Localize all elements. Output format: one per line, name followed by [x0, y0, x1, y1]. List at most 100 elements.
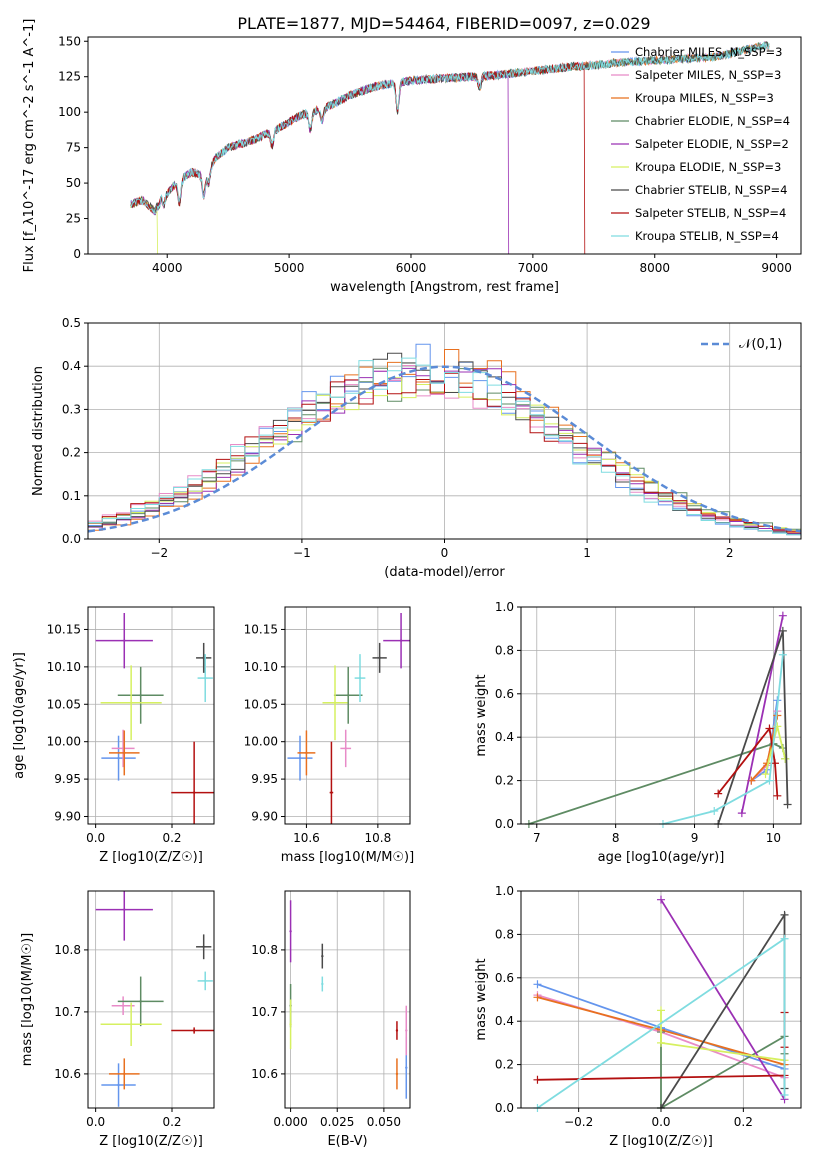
x-tick-label: 4000 — [152, 261, 183, 275]
weight-marker — [780, 1090, 789, 1099]
axes-frame — [284, 606, 411, 825]
data-point — [123, 751, 126, 755]
x-axis-label: age [log10(age/yr)] — [598, 850, 725, 865]
mass_vs_ebv-panel: 0.000 0.025 0.050 10.6 10.7 10.8 E(B-V) — [251, 890, 411, 1149]
data-point — [129, 1023, 133, 1026]
x-tick-label: 7 — [533, 831, 541, 845]
legend-label: Kroupa ELODIE, N_SSP=3 — [635, 160, 781, 174]
x-tick-label: 1 — [583, 546, 591, 560]
x-tick-label: 9000 — [761, 261, 792, 275]
y-tick-label: 10.05 — [244, 697, 278, 711]
y-tick-label: 10.15 — [244, 622, 278, 636]
y-tick-label: 10.00 — [244, 735, 278, 749]
weight-marker — [533, 993, 542, 1002]
x-tick-label: 0 — [441, 546, 449, 560]
data-point — [204, 676, 207, 680]
weight-marker — [765, 724, 774, 733]
y-tick-label: 0 — [73, 247, 81, 261]
y-tick-label: 0.1 — [62, 489, 81, 503]
y-tick-label: 10.15 — [47, 622, 81, 636]
weight-marker — [533, 1075, 542, 1084]
data-point — [298, 756, 302, 760]
y-tick-label: 10.8 — [54, 943, 81, 957]
x-tick-label: 0.2 — [734, 1115, 753, 1129]
y-tick-label: 0.3 — [62, 402, 81, 416]
x-tick-label: −0.2 — [564, 1115, 593, 1129]
x-axis-label: E(B-V) — [327, 1134, 367, 1149]
x-tick-label: −1 — [293, 546, 311, 560]
spectrum-panel: 4000 5000 6000 7000 8000 9000 0 25 50 75 100 125 150… — [22, 19, 802, 295]
weight-marker — [657, 1006, 665, 1015]
weight_vs_Z-panel: −0.2 0.0 0.2 0.0 0.2 0.4 0.6 0.8 1.0 Z [log10(Z/Z… — [474, 884, 802, 1149]
x-tick-label: 0.2 — [162, 831, 181, 845]
data-point — [139, 694, 142, 697]
weight-marker — [780, 934, 789, 943]
y-tick-label: 10.10 — [244, 660, 278, 674]
data-point — [192, 1029, 196, 1032]
spectrum-legend: Chabrier MILES, N_SSP=3 Salpeter MILES, N… — [611, 45, 790, 243]
y-tick-label: 0.0 — [62, 532, 81, 546]
weight-marker — [778, 611, 787, 620]
y-tick-label: 1.0 — [495, 884, 514, 898]
axes-frame — [87, 322, 802, 540]
data-point — [117, 1083, 120, 1087]
legend-label: Chabrier MILES, N_SSP=3 — [635, 45, 782, 59]
axes-frame — [520, 890, 802, 1109]
legend-label: Salpeter STELIB, N_SSP=4 — [635, 206, 786, 220]
weight-line — [528, 742, 787, 824]
weight-marker — [780, 910, 789, 919]
y-tick-label: 0.6 — [495, 687, 514, 701]
y-tick-label: 1.0 — [495, 600, 514, 614]
y-axis-label: Flux [f_λ10^-17 erg cm^-2 s^-1 A^-1] — [22, 19, 37, 273]
data-point — [305, 751, 308, 755]
x-tick-label: 0.000 — [273, 1115, 307, 1129]
y-tick-label: 10.7 — [251, 1005, 278, 1019]
y-axis-label: mass weight — [474, 958, 489, 1040]
y-tick-label: 125 — [58, 70, 81, 84]
y-axis-label: age [log10(age/yr)] — [12, 652, 27, 779]
data-point — [395, 1029, 399, 1032]
y-tick-label: 0.0 — [495, 1101, 514, 1115]
data-point — [378, 656, 381, 660]
y-tick-label: 9.90 — [54, 810, 81, 824]
weight-marker — [770, 759, 779, 768]
y-tick-label: 50 — [66, 176, 81, 190]
weight-marker — [657, 1038, 665, 1047]
weight-marker — [657, 895, 665, 904]
data-point — [123, 639, 126, 642]
legend-label: Chabrier STELIB, N_SSP=4 — [635, 183, 787, 197]
axes-frame — [87, 890, 215, 1109]
data-point — [333, 701, 337, 704]
weight-marker — [778, 626, 787, 635]
y-tick-label: 0.6 — [495, 971, 514, 985]
data-point — [123, 908, 126, 911]
data-point — [405, 1066, 408, 1069]
data-point — [405, 1029, 408, 1032]
mass_vs_Z-panel: 0.0 0.2 10.6 10.7 10.8 Z [log10(Z/Z☉)] mass [l… — [20, 890, 215, 1149]
y-tick-label: 10.8 — [251, 943, 278, 957]
legend-label: Salpeter ELODIE, N_SSP=2 — [635, 137, 789, 151]
x-axis-label: (data-model)/error — [384, 565, 505, 580]
figure-title: PLATE=1877, MJD=54464, FIBERID=0097, z=0… — [237, 14, 650, 33]
weight-marker — [714, 789, 723, 798]
data-point — [139, 1000, 142, 1003]
weight-marker — [773, 791, 782, 800]
data-point — [289, 930, 292, 933]
data-point — [321, 954, 324, 958]
y-tick-label: 10.10 — [47, 660, 81, 674]
axes-frame — [284, 890, 411, 1109]
data-point — [347, 694, 350, 697]
x-tick-label: 10.6 — [293, 831, 320, 845]
legend-label: Kroupa STELIB, N_SSP=4 — [635, 229, 779, 243]
weight-marker — [761, 770, 770, 779]
y-tick-label: 0.8 — [495, 927, 514, 941]
x-tick-label: 10.8 — [364, 831, 391, 845]
weight-line — [717, 726, 779, 796]
y-axis-label: Normed distribution — [31, 366, 46, 496]
x-axis-label: mass [log10(M/M☉)] — [281, 850, 414, 865]
residual-hist-8 — [88, 357, 801, 536]
x-tick-label: −2 — [150, 546, 168, 560]
x-tick-label: 10 — [766, 831, 781, 845]
legend-label: Kroupa MILES, N_SSP=3 — [635, 91, 774, 105]
